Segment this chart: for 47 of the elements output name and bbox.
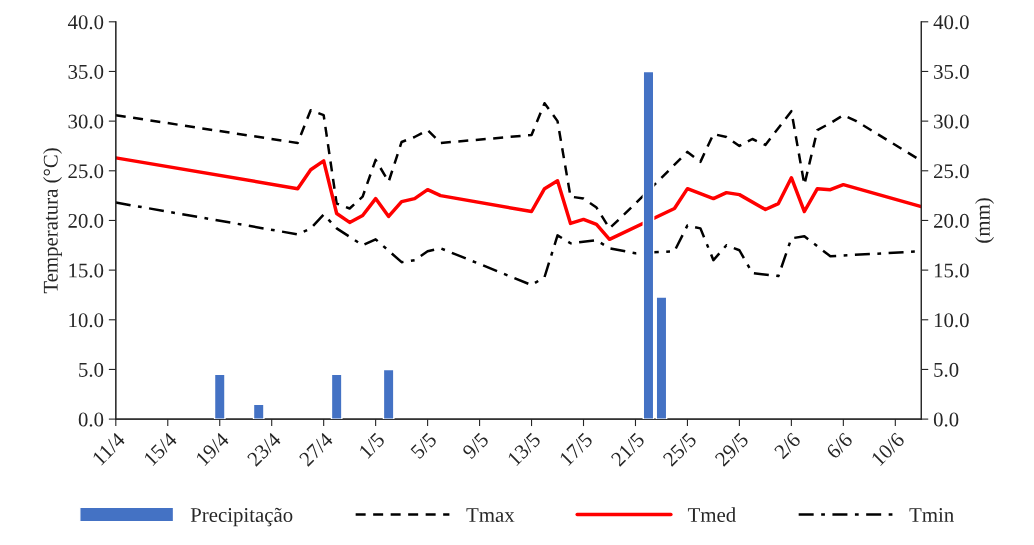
x-tick-label: 1/5 — [358, 431, 386, 459]
x-tick-label: 25/5 — [662, 431, 698, 467]
legend-label: Tmed — [687, 507, 736, 523]
bar — [252, 403, 265, 420]
x-tick-label: 19/4 — [195, 431, 230, 467]
y-tick-label: 15.0 — [69, 263, 104, 278]
x-tick-label: 29/5 — [714, 431, 750, 467]
x-tick-label: 27/4 — [298, 431, 334, 467]
x-tick-label: 23/4 — [246, 431, 282, 467]
y2-tick-label: 30.0 — [934, 114, 969, 129]
y-tick-label: 0.0 — [78, 412, 104, 427]
y-tick-label: 25.0 — [68, 164, 104, 179]
y-tick-label: 40.0 — [67, 15, 104, 30]
x-tick-label: 21/5 — [610, 431, 646, 467]
bar — [655, 296, 668, 420]
y-axis-title: Temperatura (°C) — [43, 148, 62, 294]
y2-tick-label: 0.0 — [933, 412, 959, 427]
y2-tick-label: 15.0 — [934, 263, 969, 278]
x-tick-label: 15/4 — [143, 431, 178, 467]
bar — [642, 70, 655, 420]
y2-tick-label: 5.0 — [934, 362, 959, 377]
y2-tick-label: 20.0 — [934, 213, 969, 228]
y-tick-label: 20.0 — [68, 213, 104, 228]
legend-label: Tmax — [466, 508, 515, 523]
x-tick-label: 6/6 — [825, 431, 854, 460]
legend-label: Tmin — [909, 508, 954, 522]
y2-tick-label: 35.0 — [934, 64, 969, 79]
y2-tick-label: 40.0 — [933, 15, 969, 30]
x-tick-label: 5/5 — [410, 432, 438, 460]
x-tick-label: 17/5 — [559, 431, 594, 467]
x-tick-label: 2/6 — [773, 431, 802, 460]
bar — [213, 373, 226, 420]
y2-axis-title: (mm) — [975, 198, 995, 243]
line-series — [115, 156, 922, 242]
y-tick-label: 35.0 — [68, 64, 104, 79]
y-tick-label: 5.0 — [79, 362, 104, 377]
x-tick-label: 9/5 — [461, 431, 490, 460]
bar — [382, 368, 395, 420]
legend-label: Precipitação — [190, 507, 293, 527]
y2-tick-label: 10.0 — [934, 313, 969, 328]
y-tick-label: 10.0 — [69, 313, 104, 328]
y-tick-label: 30.0 — [68, 114, 104, 129]
y2-tick-label: 25.0 — [934, 164, 969, 179]
x-tick-label: 13/5 — [507, 431, 542, 467]
x-tick-label: 11/4 — [91, 431, 126, 466]
bar — [330, 373, 343, 420]
x-tick-label: 10/6 — [870, 431, 906, 467]
